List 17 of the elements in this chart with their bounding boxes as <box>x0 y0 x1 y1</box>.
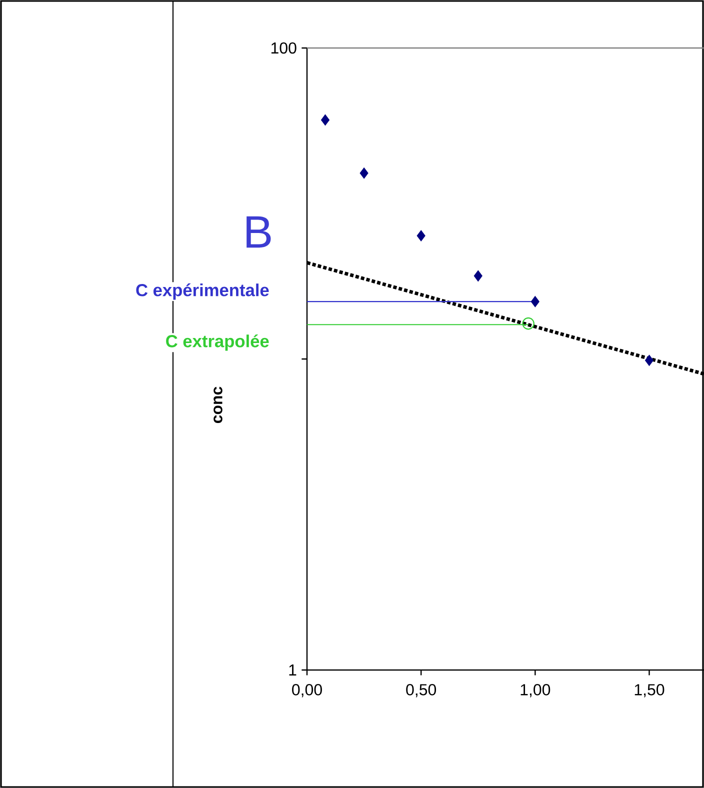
x-tick-label: 0,50 <box>406 684 436 698</box>
x-tick-label: 0,00 <box>292 684 322 698</box>
x-tick-label: 1,00 <box>520 684 550 698</box>
y-tick-label: 100 <box>271 42 296 54</box>
text: C extrapolée <box>166 334 269 351</box>
point <box>644 354 654 366</box>
y-axis-title: conc <box>214 386 222 424</box>
point <box>530 296 540 308</box>
text: C expérimentale <box>136 283 269 300</box>
text: B <box>246 216 271 248</box>
y-tick-label: 1 <box>289 664 296 676</box>
point <box>360 168 368 179</box>
x-tick-label: 1,50 <box>634 684 664 698</box>
point <box>416 230 426 242</box>
point <box>522 317 534 330</box>
point <box>320 114 330 126</box>
point <box>474 270 482 282</box>
